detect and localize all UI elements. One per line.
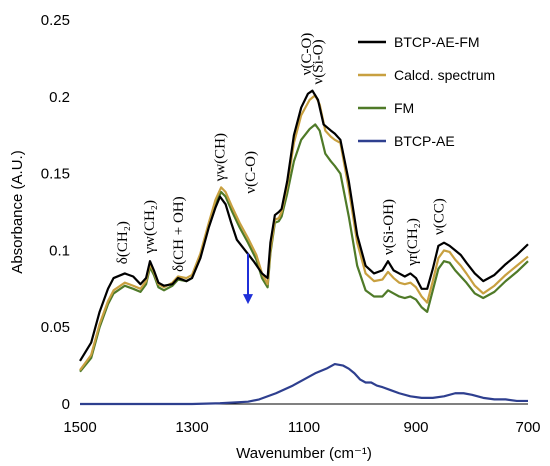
x-tick-label: 1100	[288, 419, 320, 436]
legend-label: FM	[394, 100, 414, 116]
x-tick-label: 1300	[175, 419, 208, 436]
annotation-label: ν(C-O)	[243, 151, 259, 194]
x-tick-label: 700	[515, 419, 540, 436]
y-axis-ticks: 0 0.05 0.1 0.15 0.2 0.25	[41, 12, 70, 413]
legend-label: Calcd. spectrum	[394, 67, 495, 83]
annotation-label: δ(CH + OH)	[171, 196, 187, 272]
annotation-label: ν(C-O)	[299, 33, 315, 76]
annotation-label: ν(CC)	[431, 198, 447, 235]
annotation-label: ν(Si-O)	[310, 39, 326, 84]
arrow-head	[243, 294, 253, 305]
y-tick-label: 0.1	[49, 242, 70, 259]
y-axis-label: Absorbance (A.U.)	[9, 150, 26, 273]
legend-label: BTCP-AE-FM	[394, 34, 480, 50]
x-axis-ticks: 1500 1300 1100 900 700	[63, 419, 540, 436]
peak-annotations: δ(CH₂) γw(CH₂) δ(CH + OH) γw(CH) ν(C-O) ν(C-O…	[115, 33, 447, 272]
x-axis-label: Wavenumber (cm⁻¹)	[236, 445, 372, 462]
legend-label: BTCP-AE	[394, 133, 455, 149]
annotation-label: γw(CH₂)	[142, 200, 158, 255]
annotation-label: γr(CH₂)	[405, 218, 421, 267]
series-line-fm	[79, 123, 529, 373]
annotation-label: γw(CH)	[212, 133, 228, 182]
x-tick-label: 900	[403, 419, 428, 436]
series-line-btcp-ae-fm	[79, 89, 529, 362]
y-tick-label: 0.05	[41, 319, 70, 336]
x-tick-label: 1500	[63, 419, 96, 436]
legend: BTCP-AE-FM Calcd. spectrum FM BTCP-AE	[358, 34, 495, 149]
annotation-label: δ(CH₂)	[115, 221, 131, 264]
y-tick-label: 0	[62, 396, 70, 413]
decrease-arrow	[243, 253, 253, 305]
series-line-btcp-ae	[80, 362, 528, 406]
annotation-label: ν(Si-OH)	[381, 199, 397, 255]
series-group	[79, 89, 529, 406]
y-tick-label: 0.2	[49, 89, 70, 106]
y-tick-label: 0.25	[41, 12, 70, 29]
series-line-calcd-spectrum	[79, 94, 529, 371]
y-tick-label: 0.15	[41, 166, 70, 183]
